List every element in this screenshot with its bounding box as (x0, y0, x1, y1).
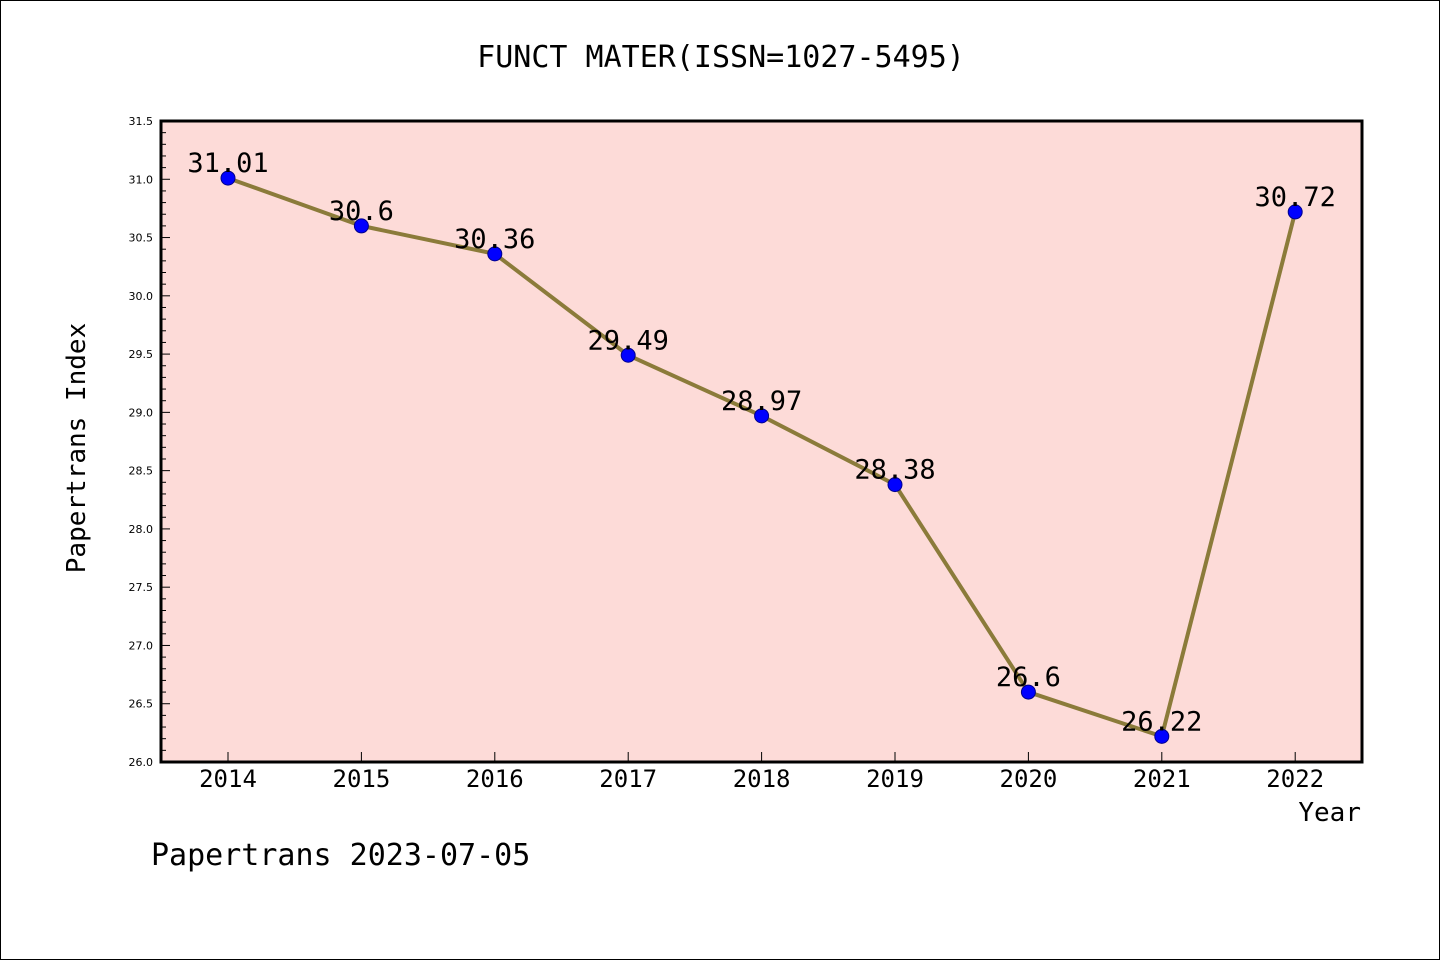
y-tick-label: 27.0 (129, 639, 154, 652)
y-tick-label: 30.5 (129, 232, 154, 245)
y-tick-label: 29.0 (129, 406, 154, 419)
data-point (353, 218, 369, 234)
data-label: 30.36 (454, 224, 535, 255)
data-point (620, 347, 636, 363)
x-tick-label: 2017 (599, 765, 657, 793)
x-tick-label: 2019 (866, 765, 924, 793)
y-axis-label: Papertrans Index (62, 323, 92, 573)
data-label: 26.22 (1121, 706, 1202, 737)
x-tick-label: 2021 (1133, 765, 1191, 793)
y-tick-label: 30.0 (129, 290, 154, 303)
data-label: 26.6 (996, 662, 1061, 693)
y-tick-label: 28.0 (129, 523, 154, 536)
y-tick-label: 28.5 (129, 465, 154, 478)
x-tick-label: 2016 (466, 765, 524, 793)
data-point (220, 170, 236, 186)
y-tick-label: 31.5 (129, 115, 154, 128)
data-label: 28.38 (854, 455, 935, 486)
y-tick-label: 26.0 (129, 756, 154, 769)
chart-title: FUNCT MATER(ISSN=1027-5495) (477, 40, 965, 75)
y-tick-label: 29.5 (129, 348, 154, 361)
data-point (1020, 684, 1036, 700)
y-tick-label: 31.0 (129, 173, 154, 186)
data-point (1154, 728, 1170, 744)
data-point (487, 246, 503, 262)
x-axis-label: Year (1298, 798, 1361, 828)
data-label: 31.01 (187, 148, 268, 179)
data-point (754, 408, 770, 424)
y-tick-label: 27.5 (129, 581, 154, 594)
footer-source: Papertrans 2023-07-05 (151, 838, 530, 873)
data-label: 29.49 (588, 325, 669, 356)
x-tick-label: 2015 (333, 765, 391, 793)
x-tick-label: 2018 (733, 765, 791, 793)
y-axis-ticks: 26.0 26.5 27.0 27.5 28.0 28.5 29.0 29.5 30.0 30.5… (129, 115, 170, 769)
data-label: 30.72 (1255, 182, 1336, 213)
x-tick-label: 2022 (1266, 765, 1324, 793)
x-tick-label: 2020 (1000, 765, 1058, 793)
data-label: 30.6 (329, 196, 394, 227)
data-labels: 31.01 30.6 30.36 29.49 28.97 28.38 26.6 26.22 30… (187, 148, 1335, 737)
x-tick-label: 2014 (199, 765, 257, 793)
data-point (1287, 204, 1303, 220)
data-point (887, 477, 903, 493)
y-tick-label: 26.5 (129, 698, 154, 711)
series-markers (220, 170, 1303, 744)
x-axis-ticks: 2014 2015 2016 2017 2018 2019 2020 2021 2022 (199, 752, 1324, 793)
data-label: 28.97 (721, 386, 802, 417)
